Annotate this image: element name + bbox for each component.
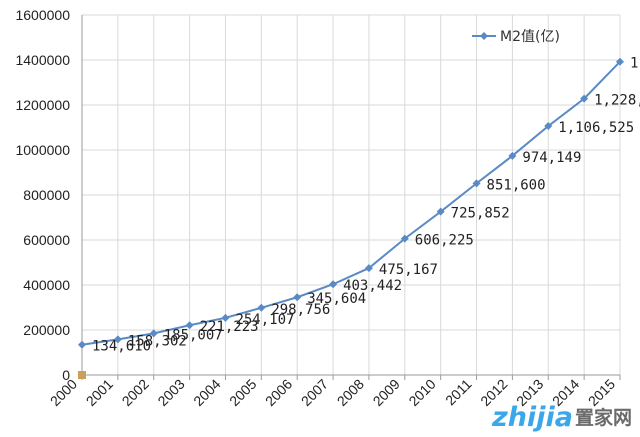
x-tick-label: 2006 [262, 376, 295, 409]
x-tick-label: 2005 [226, 376, 259, 409]
x-tick-label: 2009 [370, 376, 403, 409]
y-tick-label: 800000 [23, 187, 70, 203]
y-tick-label: 1200000 [15, 97, 70, 113]
x-tick-label: 2000 [47, 376, 80, 409]
y-tick-label: 1400000 [15, 52, 70, 68]
data-label: 298,756 [271, 302, 330, 318]
watermark-latin: zhijia [491, 402, 573, 433]
x-tick-label: 2007 [298, 376, 331, 409]
chart-legend: M2值(亿) [472, 29, 560, 45]
data-label: 134,610 [92, 339, 151, 355]
data-point [580, 94, 589, 103]
x-tick-label: 2001 [83, 376, 116, 409]
y-tick-label: 1600000 [15, 7, 70, 23]
data-label: 403,442 [343, 278, 402, 294]
data-label: 1,228,375 [594, 93, 640, 109]
data-label: 725,852 [451, 206, 510, 222]
data-label: 974,149 [522, 150, 581, 166]
data-labels: 134,610158,302185,007221,223254,107298,7… [92, 56, 640, 355]
y-tick-label: 200000 [23, 322, 70, 338]
y-axis: 0 200000 400000 600000 800000 1000000 1200000 1… [15, 7, 83, 383]
data-point [78, 340, 86, 349]
legend-label: M2值(亿) [500, 29, 560, 45]
y-tick-label: 400000 [23, 277, 70, 293]
x-tick-label: 2004 [190, 376, 223, 409]
data-label: 345,604 [307, 291, 366, 307]
data-point [472, 179, 481, 188]
series-m2 [78, 57, 624, 379]
y-tick-label: 1000000 [15, 142, 70, 158]
x-tick-label: 2008 [334, 376, 367, 409]
data-label: 1,106,525 [558, 120, 634, 136]
data-label: 158,302 [128, 333, 187, 349]
data-label: 851,600 [487, 177, 546, 193]
y-tick-label: 0 [62, 367, 70, 383]
data-point [364, 264, 373, 273]
legend-marker [480, 32, 488, 40]
data-label: 185,007 [164, 327, 223, 343]
data-point [293, 293, 302, 302]
data-point [149, 329, 158, 338]
series-line [81, 61, 621, 346]
data-point [257, 303, 266, 312]
data-label: 475,167 [379, 262, 438, 278]
data-point [329, 280, 338, 289]
data-point [544, 122, 553, 131]
data-label: 606,225 [415, 233, 474, 249]
data-label: 221,223 [200, 319, 259, 335]
x-tick-label: 2010 [405, 376, 438, 409]
x-tick-label: 2011 [442, 376, 475, 409]
x-tick-label: 2002 [119, 376, 152, 409]
watermark-cjk: 置家网 [575, 406, 632, 429]
data-label: 254,107 [235, 312, 294, 328]
x-tick-label: 2015 [585, 376, 618, 409]
y-tick-label: 600000 [23, 232, 70, 248]
chart-grid [81, 14, 621, 376]
data-point [400, 234, 409, 243]
watermark: zhijia 置家网 [491, 402, 632, 433]
data-point [113, 335, 122, 344]
data-point [616, 57, 624, 66]
data-label: 1,392,300 [630, 56, 640, 72]
origin-marker [78, 371, 86, 379]
x-tick-label: 2003 [154, 376, 187, 409]
data-point [185, 321, 194, 330]
data-point [508, 151, 517, 160]
data-point [221, 313, 230, 322]
data-point [436, 207, 445, 216]
